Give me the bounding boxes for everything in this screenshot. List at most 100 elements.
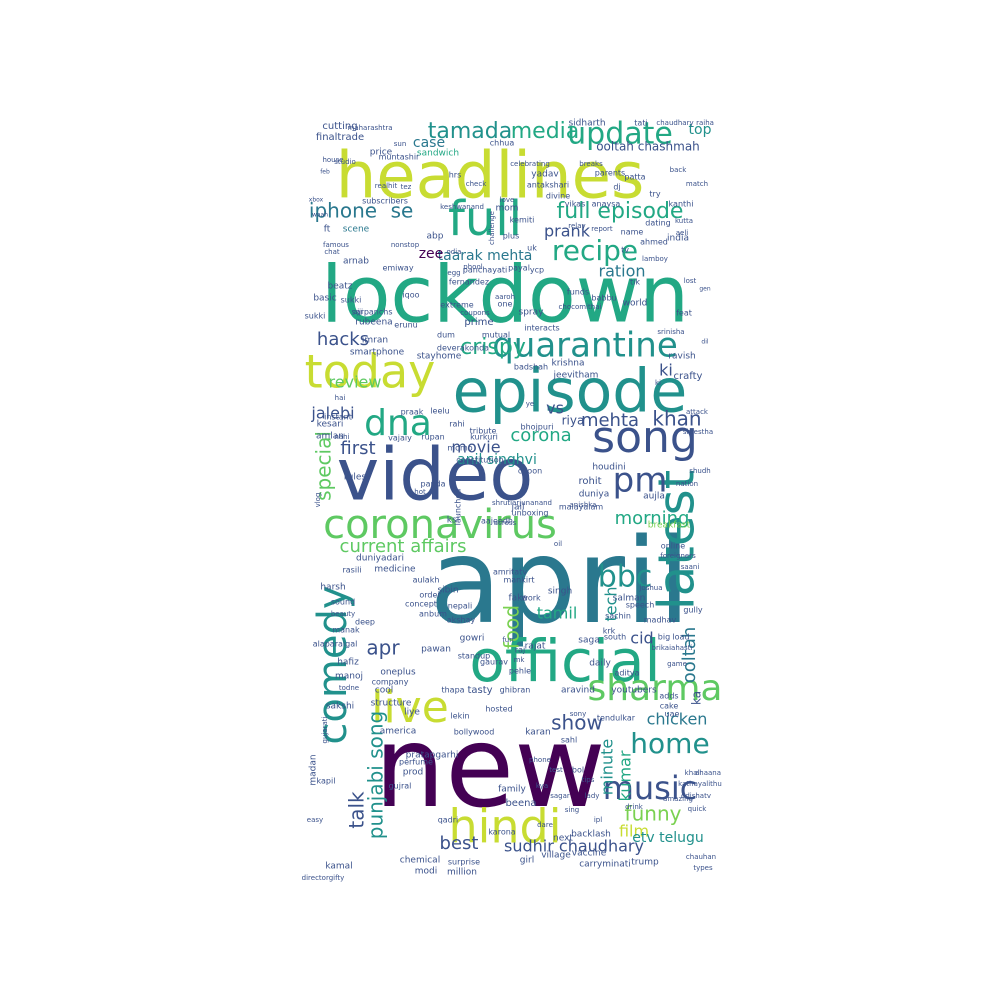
cloud-word: nation — [676, 480, 698, 488]
cloud-word: shrestha — [683, 428, 713, 436]
cloud-word: duniya — [579, 490, 609, 500]
cloud-word: pehle — [509, 667, 531, 676]
cloud-word: bbc — [598, 560, 653, 595]
cloud-word: sarpanchs — [351, 308, 392, 317]
cloud-word: first — [340, 438, 375, 459]
cloud-word: breakfast — [648, 521, 691, 531]
cloud-word: today — [305, 345, 436, 399]
cloud-word: rules — [344, 473, 366, 483]
cloud-word: malayalam — [559, 503, 604, 512]
cloud-word: video — [337, 433, 534, 517]
cloud-word: ycp — [530, 266, 544, 275]
cloud-word: chaudhary — [656, 119, 693, 127]
cloud-word: emiway — [382, 264, 413, 273]
cloud-word: show — [551, 711, 603, 735]
cloud-word: punjabi song — [364, 711, 388, 840]
cloud-word: hai — [335, 394, 346, 402]
cloud-word: celebrating — [510, 160, 550, 168]
cloud-word: vs — [546, 399, 564, 418]
cloud-word: latest — [648, 470, 706, 611]
cloud-word: easy — [307, 816, 323, 824]
cloud-word: constitution — [456, 456, 503, 465]
cloud-word: iphone — [309, 199, 377, 223]
cloud-word: ka — [690, 691, 704, 705]
cloud-word: village — [541, 851, 571, 861]
cloud-word: beena — [505, 798, 536, 809]
cloud-word: media — [511, 119, 580, 144]
cloud-word: mankirt — [503, 576, 534, 585]
cloud-word: feb — [320, 169, 330, 176]
cloud-word: liye — [404, 708, 420, 718]
cloud-word: full — [448, 191, 522, 247]
cloud-word: qadri — [438, 816, 459, 825]
cloud-word: breaks — [579, 160, 603, 168]
cloud-word: tasty — [467, 685, 492, 696]
cloud-word: choon — [518, 467, 542, 476]
cloud-word: foreigners — [660, 552, 696, 560]
cloud-word: stayhome — [417, 352, 462, 362]
cloud-word: anbum — [419, 610, 447, 619]
cloud-word: girl — [520, 856, 534, 866]
cloud-word: kurkuri — [470, 433, 498, 442]
cloud-word: love — [500, 196, 515, 204]
cloud-word: instant — [324, 413, 352, 422]
cloud-word: cake — [660, 702, 679, 711]
cloud-word: price — [370, 148, 393, 158]
cloud-word: kanthi — [669, 200, 694, 209]
cloud-word: sidharth — [568, 119, 605, 129]
cloud-word: apr — [366, 636, 400, 660]
cloud-word: gully — [683, 606, 703, 615]
cloud-word: aeli — [676, 229, 689, 237]
cloud-word: aditya — [615, 669, 640, 678]
cloud-word: gujral — [389, 782, 412, 791]
cloud-word: ye — [526, 400, 534, 408]
cloud-word: modi — [415, 867, 438, 877]
cloud-word: mom — [495, 204, 518, 214]
cloud-word: company — [372, 678, 409, 687]
cloud-word: rupan — [421, 433, 444, 442]
cloud-word: rubeena — [355, 318, 392, 328]
cloud-word: parents — [595, 169, 625, 178]
cloud-word: taarak mehta — [438, 248, 533, 264]
cloud-word: tech — [602, 586, 621, 621]
cloud-word: erunu — [394, 321, 417, 330]
cloud-word: backlash — [571, 830, 611, 840]
cloud-word: sahl — [561, 736, 577, 745]
cloud-word: hrs — [449, 171, 462, 180]
cloud-word: cool — [375, 686, 393, 696]
cloud-word: sibin — [437, 586, 458, 596]
cloud-word: hindi — [448, 800, 561, 854]
cloud-word: scene — [343, 225, 370, 235]
cloud-word: concept — [405, 600, 437, 609]
cloud-word: gen — [699, 286, 711, 293]
cloud-word: try — [649, 190, 660, 199]
cloud-word: live — [371, 682, 449, 733]
cloud-word: se — [391, 199, 414, 223]
cloud-word: saga — [578, 636, 599, 646]
cloud-word: pratapgarhi — [406, 751, 459, 761]
cloud-word: movie — [451, 438, 500, 457]
cloud-word: bhojpuri — [521, 423, 554, 432]
cloud-word: ki — [659, 361, 673, 380]
cloud-word: quick — [688, 805, 708, 813]
cloud-word: srinisha — [657, 328, 684, 336]
cloud-word: rajat — [525, 642, 546, 652]
cloud-word: one — [498, 300, 513, 309]
cloud-word: pm — [613, 461, 668, 501]
cloud-word: million — [447, 868, 477, 878]
cloud-word: film — [619, 822, 649, 841]
cloud-word: dil — [701, 339, 708, 346]
cloud-word: raj — [515, 646, 525, 655]
cloud-word: kesari — [317, 420, 344, 430]
cloud-word: tv — [621, 246, 629, 255]
cloud-word: challenge — [488, 211, 496, 245]
cloud-word: antakshari — [527, 181, 569, 190]
cloud-word: sachin — [605, 612, 631, 621]
cloud-word: salman — [613, 594, 646, 604]
cloud-word: bollywood — [454, 728, 495, 737]
cloud-word: jail — [510, 503, 524, 513]
cloud-word: subscribers — [362, 197, 408, 206]
cloud-word: drink — [625, 803, 644, 811]
cloud-word: ooltah chashmah — [596, 140, 700, 154]
